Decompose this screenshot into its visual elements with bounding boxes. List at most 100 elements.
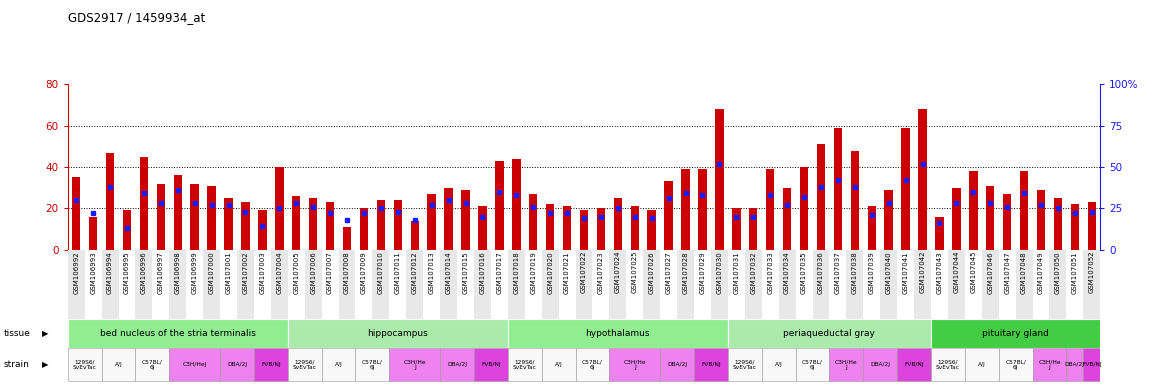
Bar bbox=[508, 250, 524, 319]
Text: GSM107001: GSM107001 bbox=[225, 251, 231, 294]
Bar bbox=[610, 250, 626, 319]
Bar bbox=[1066, 348, 1084, 381]
Bar bbox=[524, 250, 542, 319]
Bar bbox=[106, 152, 114, 250]
Bar bbox=[884, 190, 892, 250]
Bar bbox=[440, 348, 474, 381]
Bar bbox=[897, 250, 915, 319]
Bar bbox=[237, 250, 253, 319]
Bar bbox=[72, 177, 81, 250]
Text: DBA/2J: DBA/2J bbox=[227, 362, 246, 367]
Text: GSM107040: GSM107040 bbox=[885, 251, 891, 294]
Bar bbox=[711, 250, 728, 319]
Bar bbox=[576, 250, 592, 319]
Bar bbox=[863, 348, 897, 381]
Text: GSM107014: GSM107014 bbox=[445, 251, 452, 294]
Bar bbox=[897, 348, 931, 381]
Bar bbox=[999, 348, 1033, 381]
Bar bbox=[829, 250, 847, 319]
Bar bbox=[728, 250, 745, 319]
Text: hippocampus: hippocampus bbox=[368, 329, 429, 338]
Bar bbox=[1020, 171, 1028, 250]
Bar bbox=[102, 250, 118, 319]
Bar bbox=[253, 250, 271, 319]
Text: 129S6/
SvEvTac: 129S6/ SvEvTac bbox=[732, 359, 757, 370]
Bar bbox=[1037, 190, 1045, 250]
Bar bbox=[847, 250, 863, 319]
Text: GSM107049: GSM107049 bbox=[1038, 251, 1044, 294]
Text: GSM106998: GSM106998 bbox=[175, 251, 181, 294]
Bar bbox=[68, 319, 287, 348]
Bar bbox=[457, 250, 474, 319]
Bar bbox=[203, 250, 220, 319]
Bar bbox=[644, 250, 660, 319]
Text: GSM107031: GSM107031 bbox=[734, 251, 739, 294]
Bar bbox=[918, 109, 926, 250]
Bar bbox=[135, 250, 152, 319]
Bar bbox=[512, 159, 521, 250]
Bar bbox=[813, 250, 829, 319]
Bar bbox=[660, 250, 677, 319]
Bar bbox=[310, 198, 318, 250]
Bar bbox=[677, 250, 694, 319]
Bar bbox=[681, 169, 690, 250]
Bar bbox=[389, 250, 406, 319]
Bar bbox=[355, 348, 389, 381]
Bar bbox=[1071, 204, 1079, 250]
Text: GSM107039: GSM107039 bbox=[869, 251, 875, 294]
Text: GSM107033: GSM107033 bbox=[767, 251, 773, 294]
Text: A/J: A/J bbox=[335, 362, 342, 367]
Bar bbox=[169, 348, 220, 381]
Bar bbox=[766, 169, 774, 250]
Bar bbox=[610, 348, 660, 381]
Bar bbox=[715, 109, 724, 250]
Text: GSM107008: GSM107008 bbox=[345, 251, 350, 294]
Bar bbox=[427, 194, 436, 250]
Text: tissue: tissue bbox=[4, 329, 30, 338]
Bar bbox=[152, 250, 169, 319]
Bar bbox=[986, 185, 994, 250]
Bar bbox=[948, 250, 965, 319]
Bar bbox=[360, 209, 368, 250]
Bar bbox=[749, 209, 758, 250]
Text: C57BL/
6J: C57BL/ 6J bbox=[1006, 359, 1026, 370]
Bar bbox=[931, 319, 1100, 348]
Bar bbox=[305, 250, 321, 319]
Bar bbox=[576, 348, 610, 381]
Bar bbox=[665, 182, 673, 250]
Text: GSM107029: GSM107029 bbox=[700, 251, 705, 294]
Bar bbox=[321, 348, 355, 381]
Bar bbox=[1054, 198, 1062, 250]
Bar bbox=[762, 250, 779, 319]
Bar bbox=[376, 200, 385, 250]
Bar bbox=[508, 348, 542, 381]
Bar bbox=[1003, 194, 1011, 250]
Text: pituitary gland: pituitary gland bbox=[982, 329, 1049, 338]
Text: GSM107044: GSM107044 bbox=[953, 251, 959, 293]
Text: GSM107045: GSM107045 bbox=[971, 251, 976, 293]
Text: GSM107020: GSM107020 bbox=[547, 251, 554, 294]
Bar bbox=[850, 151, 858, 250]
Bar bbox=[220, 250, 237, 319]
Bar bbox=[915, 250, 931, 319]
Bar bbox=[394, 200, 402, 250]
Bar bbox=[728, 319, 931, 348]
Text: FVB/NJ: FVB/NJ bbox=[1082, 362, 1101, 367]
Bar bbox=[135, 348, 169, 381]
Text: FVB/NJ: FVB/NJ bbox=[904, 362, 924, 367]
Text: GSM107036: GSM107036 bbox=[818, 251, 823, 294]
Bar bbox=[287, 348, 321, 381]
Text: GSM107050: GSM107050 bbox=[1055, 251, 1061, 294]
Text: C57BL/
6J: C57BL/ 6J bbox=[142, 359, 162, 370]
Text: GSM106999: GSM106999 bbox=[192, 251, 197, 294]
Bar bbox=[1084, 250, 1100, 319]
Bar bbox=[728, 348, 762, 381]
Bar bbox=[881, 250, 897, 319]
Text: A/J: A/J bbox=[114, 362, 123, 367]
Text: C3H/He
J: C3H/He J bbox=[835, 359, 857, 370]
Bar bbox=[1033, 348, 1066, 381]
Bar bbox=[224, 198, 232, 250]
Bar bbox=[444, 188, 453, 250]
Bar bbox=[169, 250, 186, 319]
Bar bbox=[389, 348, 440, 381]
